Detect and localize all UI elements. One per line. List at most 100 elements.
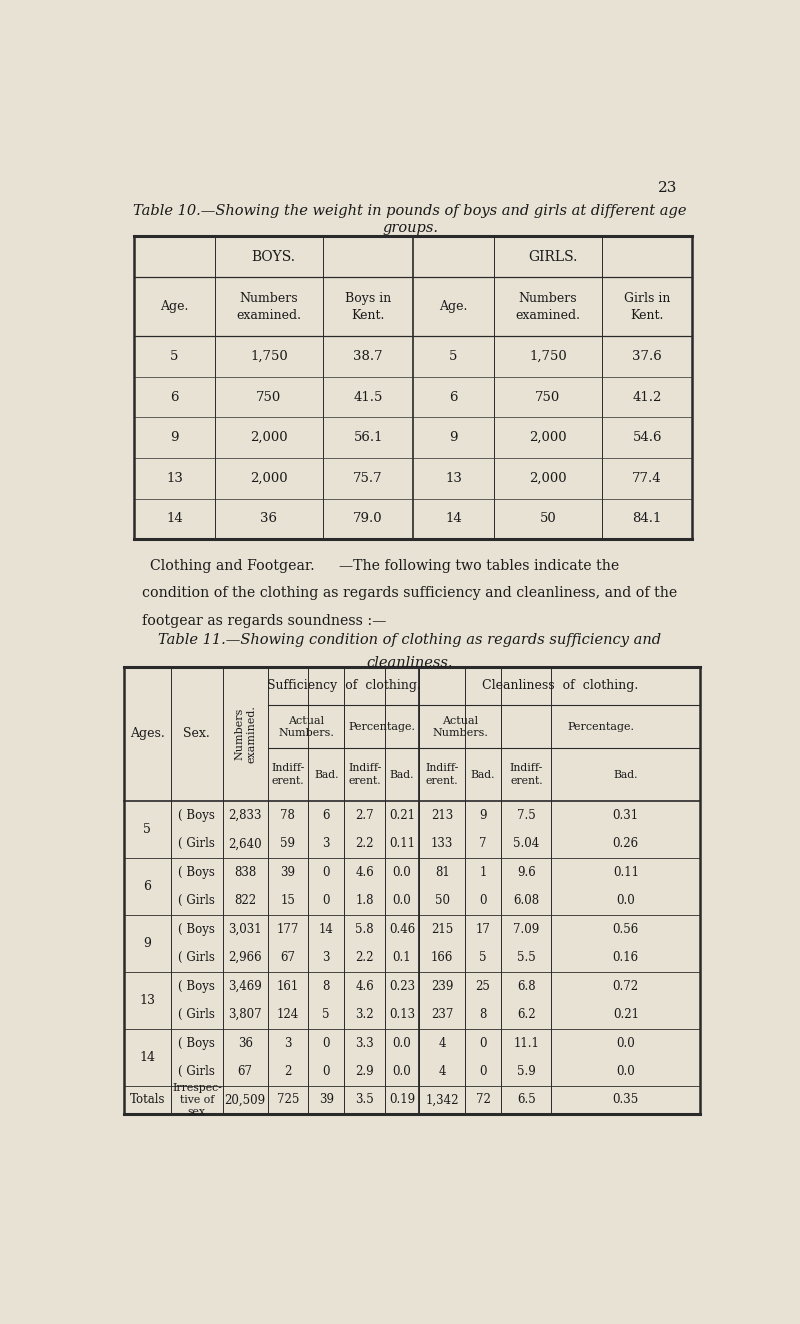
Text: 0: 0 <box>479 1037 487 1050</box>
Text: 7: 7 <box>479 837 487 850</box>
Text: 0: 0 <box>322 866 330 879</box>
Text: 2,000: 2,000 <box>250 471 288 485</box>
Text: Girls in
Kent.: Girls in Kent. <box>624 291 670 322</box>
Text: Numbers
examined.: Numbers examined. <box>237 291 302 322</box>
Text: 0.11: 0.11 <box>389 837 415 850</box>
Text: Bad.: Bad. <box>614 769 638 780</box>
Text: Age.: Age. <box>439 301 467 314</box>
Text: 59: 59 <box>280 837 295 850</box>
Text: ( Boys: ( Boys <box>178 866 215 879</box>
Text: 1,342: 1,342 <box>426 1094 459 1107</box>
Text: 5: 5 <box>170 350 178 363</box>
Text: 9: 9 <box>449 432 458 445</box>
Text: 39: 39 <box>280 866 295 879</box>
Text: 13: 13 <box>166 471 183 485</box>
Text: 0.0: 0.0 <box>393 894 411 907</box>
Text: Boys in
Kent.: Boys in Kent. <box>345 291 391 322</box>
Text: 3,031: 3,031 <box>229 923 262 936</box>
Text: 3: 3 <box>322 837 330 850</box>
Text: Bad.: Bad. <box>390 769 414 780</box>
Text: 36: 36 <box>238 1037 253 1050</box>
Text: 0: 0 <box>322 1064 330 1078</box>
Text: 0.35: 0.35 <box>613 1094 639 1107</box>
Text: 161: 161 <box>277 980 299 993</box>
Text: 2.7: 2.7 <box>355 809 374 822</box>
Text: 0: 0 <box>479 894 487 907</box>
Text: 2,000: 2,000 <box>529 471 566 485</box>
Text: 50: 50 <box>434 894 450 907</box>
Text: condition of the clothing as regards sufficiency and cleanliness, and of the: condition of the clothing as regards suf… <box>142 587 678 600</box>
Text: 2,000: 2,000 <box>529 432 566 445</box>
Text: 37.6: 37.6 <box>632 350 662 363</box>
Text: 6: 6 <box>143 880 151 892</box>
Text: 0: 0 <box>322 894 330 907</box>
Text: 9: 9 <box>170 432 178 445</box>
Text: ( Boys: ( Boys <box>178 1037 215 1050</box>
Text: 14: 14 <box>318 923 334 936</box>
Text: 2,000: 2,000 <box>250 432 288 445</box>
Text: 0.26: 0.26 <box>613 837 639 850</box>
Text: 838: 838 <box>234 866 256 879</box>
Text: 5: 5 <box>143 824 151 835</box>
Text: 2.2: 2.2 <box>355 837 374 850</box>
Text: 7.5: 7.5 <box>517 809 536 822</box>
Text: 0.23: 0.23 <box>389 980 415 993</box>
Text: 177: 177 <box>277 923 299 936</box>
Text: 3: 3 <box>322 951 330 964</box>
Text: 133: 133 <box>431 837 454 850</box>
Text: ( Girls: ( Girls <box>178 1008 215 1021</box>
Text: 215: 215 <box>431 923 454 936</box>
Text: 2,966: 2,966 <box>229 951 262 964</box>
Text: Bad.: Bad. <box>314 769 338 780</box>
Text: 5: 5 <box>479 951 487 964</box>
Text: 3.3: 3.3 <box>355 1037 374 1050</box>
Text: 0.0: 0.0 <box>617 1064 635 1078</box>
Text: 5: 5 <box>450 350 458 363</box>
Text: 9.6: 9.6 <box>517 866 536 879</box>
Text: Percentage.: Percentage. <box>567 722 634 732</box>
Text: 5: 5 <box>322 1008 330 1021</box>
Text: 67: 67 <box>280 951 295 964</box>
Text: 54.6: 54.6 <box>633 432 662 445</box>
Text: 0.13: 0.13 <box>389 1008 415 1021</box>
Text: 4.6: 4.6 <box>355 866 374 879</box>
Text: 0.56: 0.56 <box>613 923 639 936</box>
Text: ( Girls: ( Girls <box>178 837 215 850</box>
Text: 1,750: 1,750 <box>529 350 567 363</box>
Text: 750: 750 <box>256 391 282 404</box>
Text: 25: 25 <box>476 980 490 993</box>
Text: ( Boys: ( Boys <box>178 809 215 822</box>
Text: 2: 2 <box>284 1064 291 1078</box>
Text: 13: 13 <box>445 471 462 485</box>
Text: 237: 237 <box>431 1008 454 1021</box>
Text: Indiff-
erent.: Indiff- erent. <box>348 764 382 786</box>
Text: 8: 8 <box>322 980 330 993</box>
Text: 56.1: 56.1 <box>354 432 383 445</box>
Text: ( Boys: ( Boys <box>178 923 215 936</box>
Text: 6.2: 6.2 <box>517 1008 536 1021</box>
Text: Cleanliness  of  clothing.: Cleanliness of clothing. <box>482 679 638 692</box>
Text: 5.5: 5.5 <box>517 951 536 964</box>
Text: 0: 0 <box>322 1037 330 1050</box>
Text: ( Girls: ( Girls <box>178 894 215 907</box>
Text: 15: 15 <box>281 894 295 907</box>
Text: 4: 4 <box>438 1064 446 1078</box>
Text: footgear as regards soundness :—: footgear as regards soundness :— <box>142 613 386 628</box>
Text: Numbers
examined.: Numbers examined. <box>515 291 581 322</box>
Text: 5.9: 5.9 <box>517 1064 536 1078</box>
Text: 39: 39 <box>318 1094 334 1107</box>
Text: 2,640: 2,640 <box>229 837 262 850</box>
Text: 0.16: 0.16 <box>613 951 639 964</box>
Text: 20,509: 20,509 <box>225 1094 266 1107</box>
Text: 1,750: 1,750 <box>250 350 288 363</box>
Text: 0.46: 0.46 <box>389 923 415 936</box>
Text: 78: 78 <box>281 809 295 822</box>
Text: 13: 13 <box>139 994 155 1006</box>
Text: 6: 6 <box>170 391 178 404</box>
Text: 36: 36 <box>261 512 278 526</box>
Text: Totals: Totals <box>130 1094 165 1107</box>
Text: Numbers
examined.: Numbers examined. <box>234 704 257 763</box>
Text: Percentage.: Percentage. <box>348 722 415 732</box>
Text: ( Boys: ( Boys <box>178 980 215 993</box>
Text: 41.5: 41.5 <box>354 391 383 404</box>
